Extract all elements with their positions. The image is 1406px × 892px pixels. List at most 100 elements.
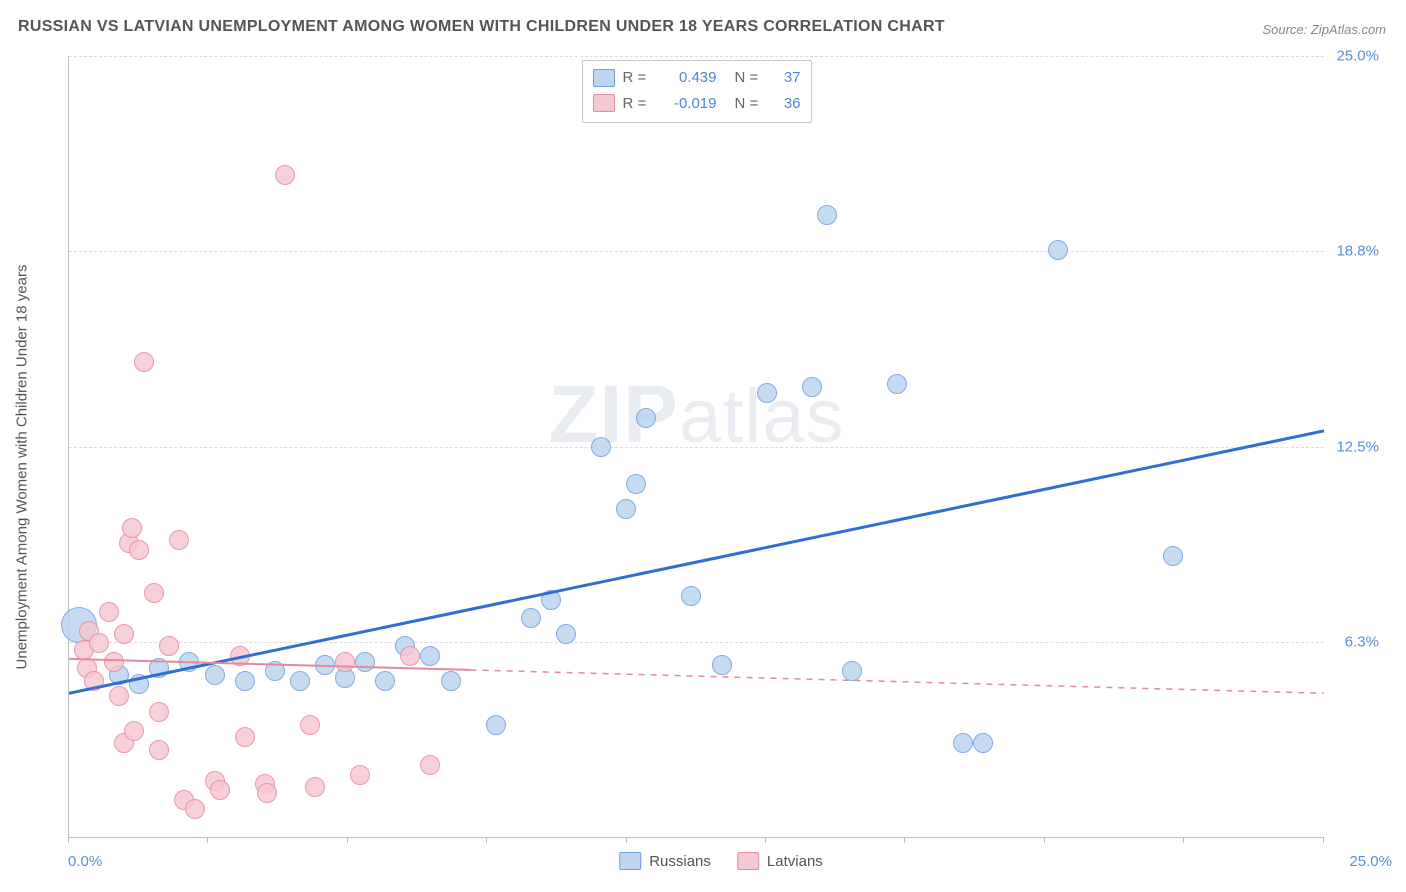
x-tick bbox=[207, 837, 208, 843]
data-point bbox=[300, 715, 320, 735]
data-point bbox=[230, 646, 250, 666]
data-point bbox=[420, 755, 440, 775]
data-point bbox=[315, 655, 335, 675]
correlation-row: R = -0.019 N = 36 bbox=[593, 91, 801, 117]
legend-label: Russians bbox=[649, 853, 711, 870]
legend-item: Latvians bbox=[737, 852, 823, 870]
data-point bbox=[420, 646, 440, 666]
data-point bbox=[149, 740, 169, 760]
data-point bbox=[400, 646, 420, 666]
data-point bbox=[275, 165, 295, 185]
data-point bbox=[205, 665, 225, 685]
data-point bbox=[109, 686, 129, 706]
legend-label: Latvians bbox=[767, 853, 823, 870]
x-axis-max-label: 25.0% bbox=[1349, 853, 1392, 870]
data-point bbox=[802, 377, 822, 397]
data-point bbox=[89, 633, 109, 653]
n-value: 36 bbox=[771, 91, 801, 117]
data-point bbox=[169, 530, 189, 550]
y-tick-label: 12.5% bbox=[1336, 438, 1379, 455]
data-point bbox=[265, 661, 285, 681]
data-point bbox=[441, 671, 461, 691]
data-point bbox=[757, 383, 777, 403]
data-point bbox=[636, 408, 656, 428]
data-point bbox=[335, 652, 355, 672]
data-point bbox=[541, 590, 561, 610]
correlation-legend: R = 0.439 N = 37 R = -0.019 N = 36 bbox=[582, 60, 812, 123]
legend-swatch bbox=[593, 94, 615, 112]
n-label: N = bbox=[735, 91, 763, 117]
data-point bbox=[99, 602, 119, 622]
data-point bbox=[129, 540, 149, 560]
series-legend: Russians Latvians bbox=[619, 852, 823, 870]
data-point bbox=[290, 671, 310, 691]
chart-container: Unemployment Among Women with Children U… bbox=[50, 56, 1392, 878]
y-axis-label: Unemployment Among Women with Children U… bbox=[14, 265, 31, 670]
data-point bbox=[1048, 240, 1068, 260]
data-point bbox=[355, 652, 375, 672]
data-point bbox=[953, 733, 973, 753]
x-tick bbox=[626, 837, 627, 843]
x-tick bbox=[765, 837, 766, 843]
data-point bbox=[375, 671, 395, 691]
n-label: N = bbox=[735, 65, 763, 91]
x-tick bbox=[486, 837, 487, 843]
x-tick bbox=[1183, 837, 1184, 843]
x-tick bbox=[68, 837, 69, 843]
x-tick bbox=[1044, 837, 1045, 843]
n-value: 37 bbox=[771, 65, 801, 91]
plot-area: ZIPatlas R =0.439N =37R =-0.019N =36 bbox=[68, 56, 1324, 838]
y-tick-label: 18.8% bbox=[1336, 243, 1379, 260]
data-point bbox=[257, 783, 277, 803]
y-axis-tick-labels: 6.3%12.5%18.8%25.0% bbox=[1323, 56, 1385, 837]
legend-item: Russians bbox=[619, 852, 711, 870]
data-point bbox=[486, 715, 506, 735]
data-point bbox=[210, 780, 230, 800]
y-tick-label: 25.0% bbox=[1336, 48, 1379, 65]
data-point bbox=[1163, 546, 1183, 566]
data-point bbox=[149, 702, 169, 722]
data-point bbox=[712, 655, 732, 675]
data-point bbox=[144, 583, 164, 603]
legend-swatch bbox=[619, 852, 641, 870]
x-tick bbox=[904, 837, 905, 843]
data-point bbox=[973, 733, 993, 753]
data-point bbox=[114, 624, 134, 644]
data-point bbox=[626, 474, 646, 494]
r-label: R = bbox=[623, 91, 651, 117]
scatter-points-layer bbox=[69, 56, 1324, 837]
chart-title: RUSSIAN VS LATVIAN UNEMPLOYMENT AMONG WO… bbox=[18, 18, 945, 36]
data-point bbox=[124, 721, 144, 741]
legend-swatch bbox=[593, 69, 615, 87]
x-tick bbox=[1323, 837, 1324, 843]
data-point bbox=[159, 636, 179, 656]
data-point bbox=[84, 671, 104, 691]
data-point bbox=[305, 777, 325, 797]
y-tick-label: 6.3% bbox=[1345, 633, 1379, 650]
r-label: R = bbox=[623, 65, 651, 91]
data-point bbox=[817, 205, 837, 225]
data-point bbox=[521, 608, 541, 628]
data-point bbox=[591, 437, 611, 457]
data-point bbox=[134, 352, 154, 372]
data-point bbox=[235, 671, 255, 691]
data-point bbox=[185, 799, 205, 819]
data-point bbox=[350, 765, 370, 785]
data-point bbox=[887, 374, 907, 394]
data-point bbox=[616, 499, 636, 519]
r-value: -0.019 bbox=[659, 91, 717, 117]
data-point bbox=[129, 674, 149, 694]
data-point bbox=[179, 652, 199, 672]
data-point bbox=[122, 518, 142, 538]
legend-swatch bbox=[737, 852, 759, 870]
x-axis-min-label: 0.0% bbox=[68, 853, 102, 870]
data-point bbox=[149, 658, 169, 678]
data-point bbox=[842, 661, 862, 681]
data-point bbox=[235, 727, 255, 747]
data-point bbox=[556, 624, 576, 644]
data-point bbox=[104, 652, 124, 672]
source-attribution: Source: ZipAtlas.com bbox=[1262, 22, 1386, 37]
r-value: 0.439 bbox=[659, 65, 717, 91]
x-tick bbox=[347, 837, 348, 843]
data-point bbox=[681, 586, 701, 606]
